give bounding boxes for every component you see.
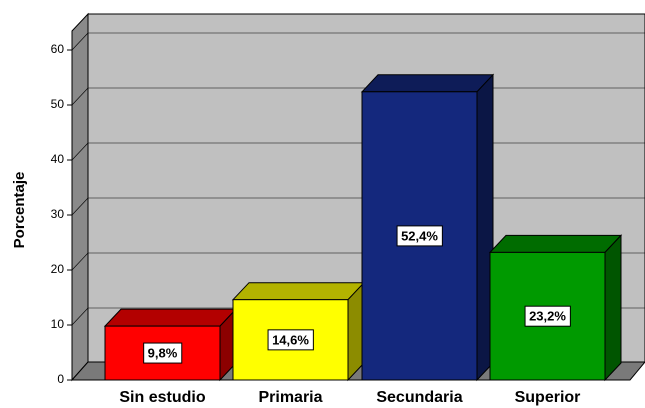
grid-line: [71, 252, 89, 271]
x-tick-label: Secundaria: [376, 389, 462, 406]
value-label: 52,4%: [401, 228, 438, 243]
value-label-box: [396, 225, 443, 247]
bar-top: [488, 234, 623, 253]
y-tick-label: 30: [51, 207, 65, 221]
y-tick-label: 0: [57, 372, 64, 386]
x-tick-label: Superior: [515, 389, 581, 406]
bar-top: [231, 282, 366, 301]
x-tick-label: Sin estudio: [119, 389, 205, 406]
x-tick-label: Primaria: [258, 389, 322, 406]
y-tick-label: 20: [51, 262, 65, 276]
y-tick-label: 10: [51, 317, 65, 331]
bar-side: [604, 234, 622, 382]
grid-line: [71, 32, 89, 51]
value-label: 14,6%: [272, 332, 309, 347]
y-axis-label: Porcentaje: [11, 172, 28, 249]
left-wall: [71, 12, 89, 382]
value-label: 23,2%: [529, 309, 566, 324]
grid-line: [71, 142, 89, 161]
grid-line: [71, 197, 89, 216]
value-label-box: [143, 342, 183, 364]
bar-top: [360, 74, 495, 93]
grid-line: [71, 87, 89, 106]
y-tick-label: 50: [51, 97, 65, 111]
grid-line: [71, 307, 89, 326]
bar-top: [103, 308, 238, 327]
y-tick-label: 60: [51, 42, 65, 56]
y-tick-label: 40: [51, 152, 65, 166]
value-label-box: [267, 329, 314, 351]
value-label: 9,8%: [148, 345, 178, 360]
value-label-box: [524, 305, 571, 327]
